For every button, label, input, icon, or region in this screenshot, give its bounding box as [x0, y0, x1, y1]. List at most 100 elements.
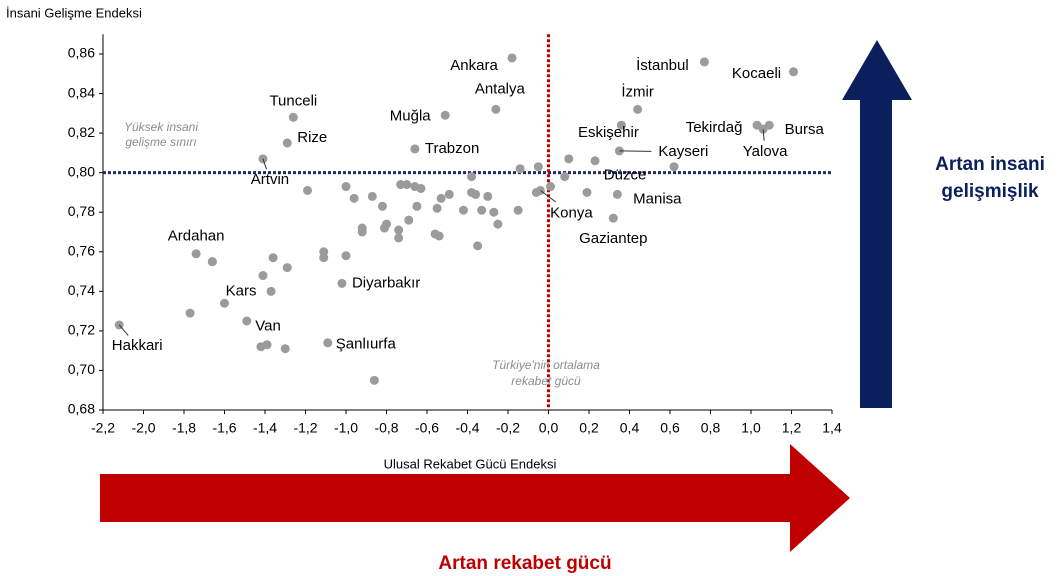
point: [531, 187, 541, 197]
point-label: Manisa: [633, 190, 682, 207]
point: [612, 189, 622, 199]
leader-line: [540, 190, 557, 203]
point: [268, 253, 278, 263]
x-tick-label: -1,2: [293, 420, 317, 436]
point-label: Antalya: [475, 80, 526, 97]
point: [242, 316, 252, 326]
x-tick-label: -0,8: [374, 420, 398, 436]
point-label: Konya: [550, 204, 593, 221]
x-tick-label: 1,2: [782, 420, 802, 436]
x-tick-label: -0,2: [496, 420, 520, 436]
point: [282, 263, 292, 273]
leader-line: [619, 150, 652, 152]
point: [341, 182, 351, 192]
point: [477, 205, 487, 215]
point-label: Ardahan: [168, 228, 225, 245]
x-tick-label: -0,6: [415, 420, 439, 436]
y-tick-label: 0,84: [68, 84, 95, 100]
point: [207, 257, 217, 267]
point: [191, 249, 201, 259]
x-tick-label: 0,6: [660, 420, 680, 436]
point: [608, 213, 618, 223]
point: [416, 183, 426, 193]
x-tick-label: -1,0: [334, 420, 358, 436]
point: [337, 278, 347, 288]
point: [432, 203, 442, 213]
arrow-label: Artan insani: [935, 154, 1045, 175]
point: [440, 110, 450, 120]
point: [533, 162, 543, 172]
point-label: Gaziantep: [579, 230, 647, 247]
point: [323, 338, 333, 348]
point-label: İzmir: [621, 82, 654, 100]
point-label: Bursa: [785, 121, 825, 138]
x-tick-label: -1,6: [212, 420, 236, 436]
point: [489, 207, 499, 217]
up-arrow: [842, 40, 912, 408]
leader-line: [262, 158, 267, 170]
point: [582, 187, 592, 197]
leader-line: [118, 324, 129, 336]
point: [402, 180, 412, 190]
leader-line: [762, 129, 765, 141]
point: [444, 189, 454, 199]
x-tick-label: -1,8: [172, 420, 196, 436]
point-label: Artvin: [251, 171, 289, 188]
point: [394, 233, 404, 243]
x-axis-title: Ulusal Rekabet Gücü Endeksi: [384, 456, 557, 471]
point: [185, 308, 195, 318]
point: [280, 344, 290, 354]
point: [410, 144, 420, 154]
point: [288, 112, 298, 122]
point: [341, 251, 351, 261]
point: [483, 191, 493, 201]
point-label: Kayseri: [658, 143, 708, 160]
point: [357, 227, 367, 237]
x-tick-label: 0,2: [579, 420, 599, 436]
y-tick-label: 0,76: [68, 242, 95, 258]
point: [493, 219, 503, 229]
point-label: Rize: [297, 129, 327, 146]
y-tick-label: 0,72: [68, 322, 95, 338]
point: [349, 193, 359, 203]
x-tick-label: 1,0: [741, 420, 761, 436]
point: [699, 57, 709, 67]
point-label: Trabzon: [425, 140, 479, 157]
point: [412, 201, 422, 211]
point: [258, 271, 268, 281]
point: [282, 138, 292, 148]
x-tick-label: -1,4: [253, 420, 277, 436]
point: [564, 154, 574, 164]
x-tick-label: 0,0: [539, 420, 559, 436]
point-label: Tunceli: [269, 92, 317, 109]
y-tick-label: 0,82: [68, 124, 95, 140]
x-tick-label: 0,8: [701, 420, 721, 436]
point: [377, 201, 387, 211]
right-arrow: [100, 444, 850, 552]
point-label: Kocaeli: [732, 65, 781, 82]
y-tick-label: 0,74: [68, 282, 95, 298]
x-tick-label: 1,4: [822, 420, 842, 436]
point-label: Kars: [226, 282, 257, 299]
point: [507, 53, 517, 63]
y-tick-label: 0,68: [68, 401, 95, 417]
annotation: Türkiye'nin ortalama: [492, 358, 600, 372]
point: [319, 253, 329, 263]
point: [471, 189, 481, 199]
point: [633, 104, 643, 114]
y-tick-label: 0,78: [68, 203, 95, 219]
x-tick-label: 0,4: [620, 420, 640, 436]
point: [220, 298, 229, 308]
point-label: Eskişehir: [578, 124, 639, 141]
arrow-label: Artan rekabet gücü: [438, 553, 611, 574]
point: [404, 215, 414, 225]
point-label: Şanlıurfa: [336, 336, 397, 353]
y-tick-label: 0,80: [68, 163, 95, 179]
point-label: Tekirdağ: [686, 119, 743, 136]
point: [590, 156, 600, 166]
point: [382, 219, 391, 229]
annotation: gelişme sınırı: [125, 135, 196, 149]
point: [436, 193, 446, 203]
annotation: Yüksek insani: [124, 120, 198, 134]
point: [367, 191, 377, 201]
